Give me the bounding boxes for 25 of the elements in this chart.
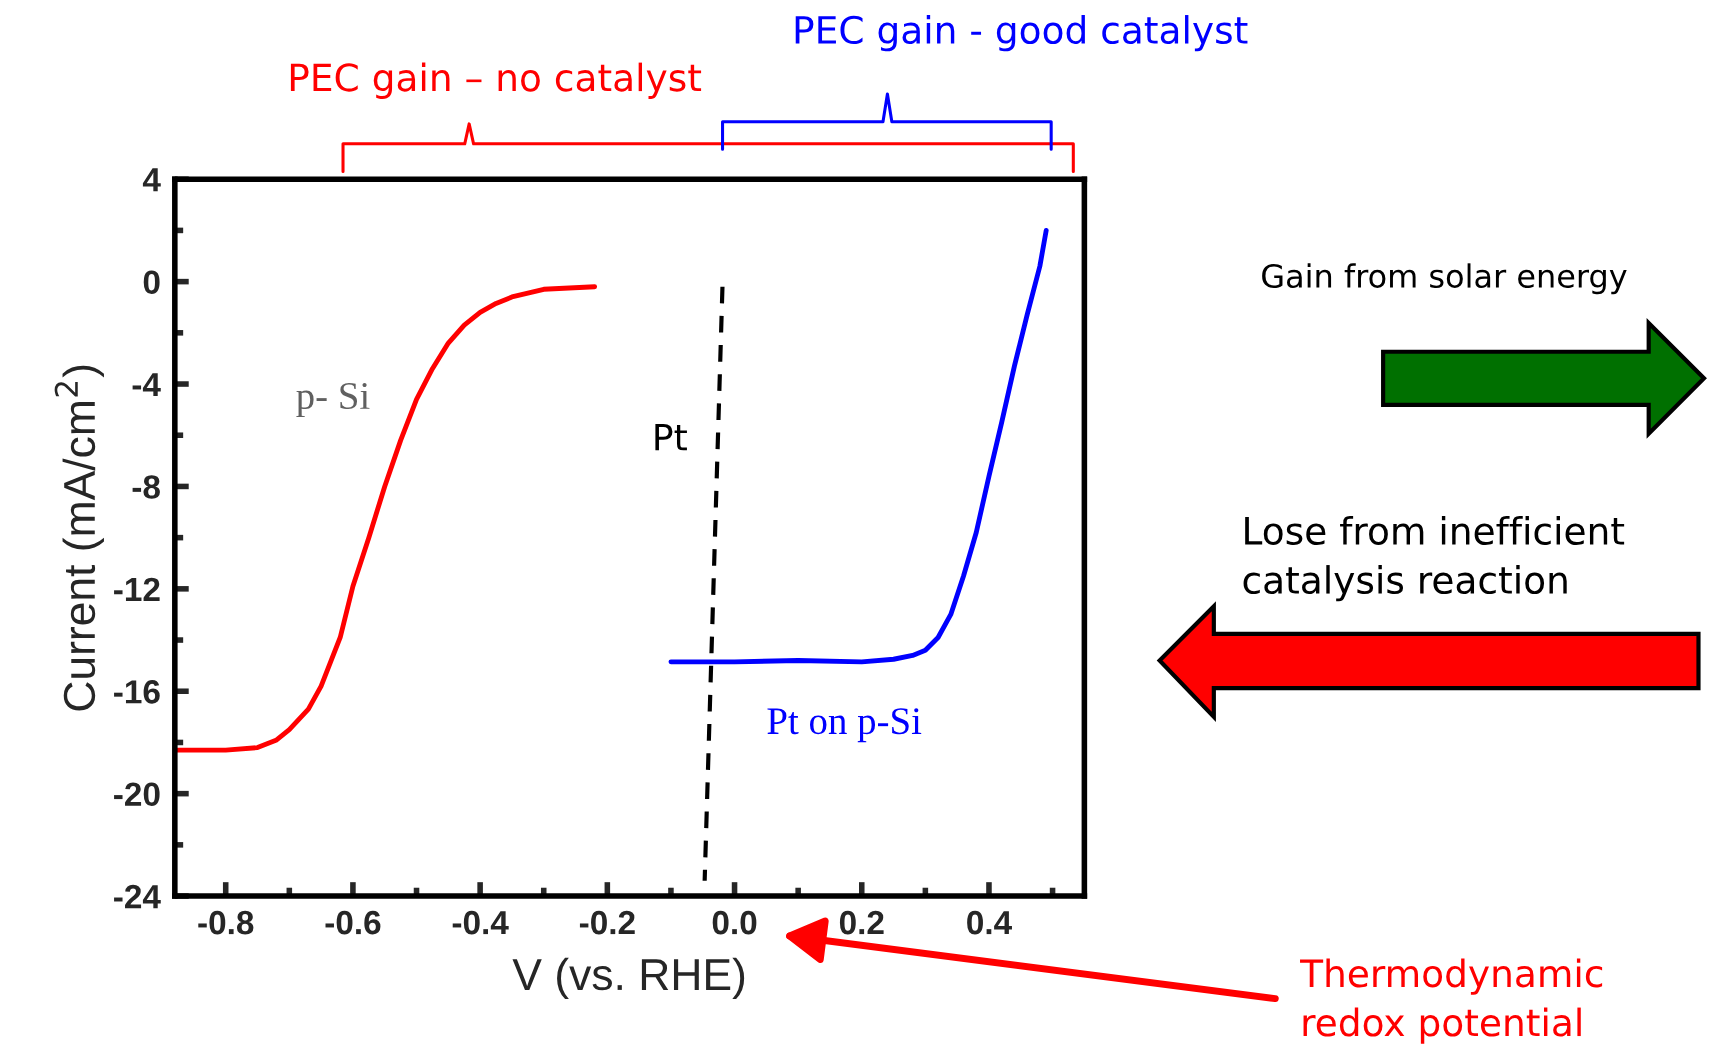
y-axis-title: Current (mA/cm$^{2}$) <box>54 365 104 711</box>
x-tick-label: -0.6 <box>325 910 381 935</box>
x-axis-title: V (vs. RHE) <box>512 957 745 1000</box>
x-tick-label: -0.8 <box>198 910 254 935</box>
text: Thermodynamic redox potential <box>1300 958 1603 1044</box>
x-tick-label: -0.2 <box>579 910 635 935</box>
text: Gain from solar energy <box>1262 263 1627 295</box>
x-tick-label: 0.0 <box>712 910 757 935</box>
x-tick-label: -0.4 <box>452 910 509 935</box>
text: PEC gain - good catalyst <box>795 15 1248 52</box>
y-tick-label: 0 <box>143 270 160 295</box>
y-tick-label: -4 <box>132 373 161 397</box>
y-tick-label: -20 <box>114 782 160 807</box>
x-tick-label: 0.4 <box>967 910 1012 935</box>
series-label: Pt <box>655 423 687 451</box>
y-tick-label: -24 <box>114 884 161 909</box>
series-label: Pt on p-Si <box>767 708 922 743</box>
y-tick-label: 4 <box>142 168 161 192</box>
text: PEC gain – no catalyst <box>290 62 702 99</box>
series-label: p- Si <box>296 382 370 418</box>
text: Lose from inefficient catalysis reaction <box>1243 515 1625 602</box>
x-tick-label: 0.2 <box>839 910 884 935</box>
y-tick-label: -16 <box>114 680 160 704</box>
y-tick-label: -12 <box>114 577 160 601</box>
y-tick-label: -8 <box>132 475 160 499</box>
